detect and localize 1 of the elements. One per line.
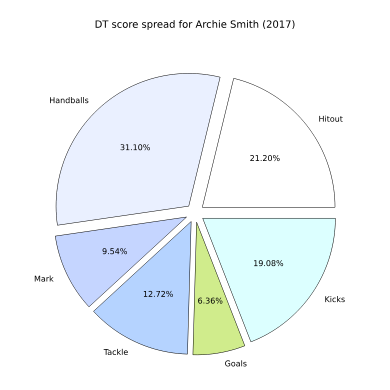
chart-title: DT score spread for Archie Smith (2017) bbox=[96, 20, 294, 30]
